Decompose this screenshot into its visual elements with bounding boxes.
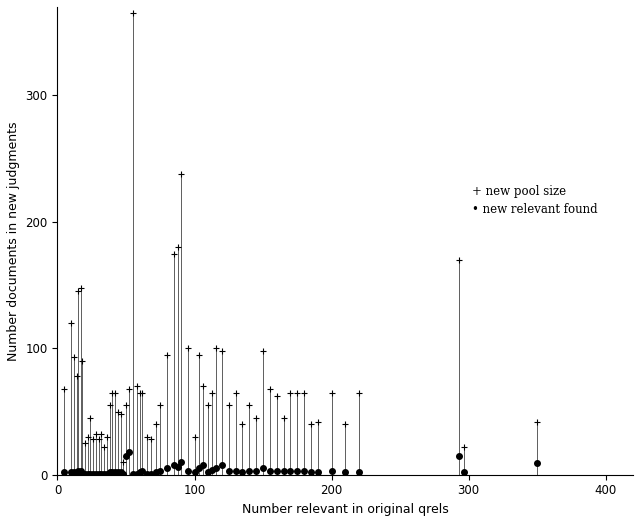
Text: • new relevant found: • new relevant found	[472, 203, 598, 217]
X-axis label: Number relevant in original qrels: Number relevant in original qrels	[242, 503, 449, 516]
Y-axis label: Number documents in new judgments: Number documents in new judgments	[7, 121, 20, 361]
Text: + new pool size: + new pool size	[472, 185, 566, 198]
